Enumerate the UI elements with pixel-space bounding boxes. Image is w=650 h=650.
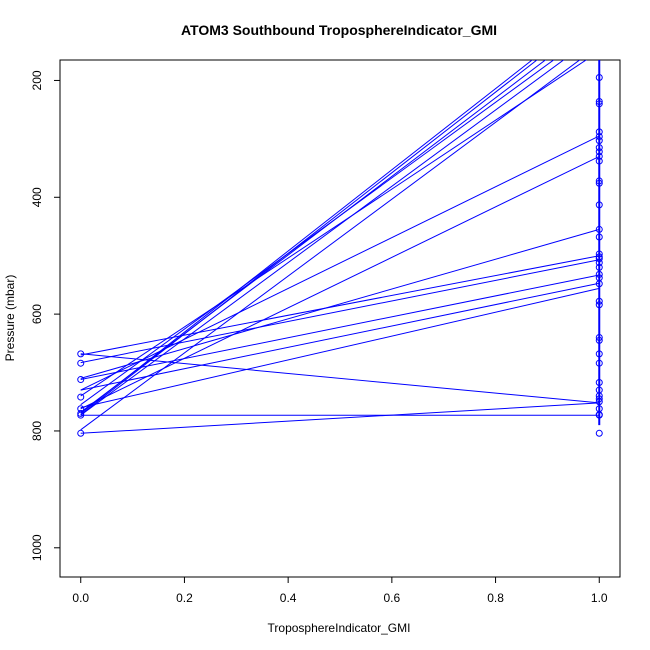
y-tick-label: 400 bbox=[30, 187, 44, 207]
data-point bbox=[595, 270, 603, 278]
data-point bbox=[595, 255, 603, 263]
data-point bbox=[595, 398, 603, 406]
series-line bbox=[80, 60, 555, 406]
series-line bbox=[80, 155, 600, 410]
x-tick-label: 1.0 bbox=[591, 591, 608, 605]
x-axis: 0.0 0.2 0.4 0.6 0.8 1.0 bbox=[72, 576, 608, 605]
data-point bbox=[595, 336, 603, 344]
data-point bbox=[595, 263, 603, 271]
data-point bbox=[595, 100, 603, 108]
y-tick-label: 1000 bbox=[30, 534, 44, 561]
series-line bbox=[80, 135, 600, 391]
series-line bbox=[80, 259, 600, 364]
data-point bbox=[595, 152, 603, 160]
data-point bbox=[595, 128, 603, 136]
x-tick-label: 0.2 bbox=[176, 591, 193, 605]
data-point bbox=[77, 359, 85, 367]
y-axis: 200 400 600 800 1000 bbox=[30, 70, 61, 561]
data-point bbox=[595, 259, 603, 267]
y-tick-label: 200 bbox=[30, 70, 44, 90]
series-line bbox=[80, 228, 600, 379]
plot-frame bbox=[59, 59, 621, 578]
data-point bbox=[595, 350, 603, 358]
x-tick-label: 0.6 bbox=[384, 591, 401, 605]
x-tick-label: 0.4 bbox=[280, 591, 297, 605]
data-point bbox=[595, 429, 603, 437]
data-point bbox=[77, 429, 85, 437]
data-point bbox=[595, 233, 603, 241]
series-line bbox=[80, 60, 565, 416]
x-tick-label: 0.0 bbox=[72, 591, 89, 605]
y-tick-label: 800 bbox=[30, 421, 44, 441]
data-point bbox=[595, 333, 603, 341]
data-point bbox=[595, 177, 603, 185]
data-point bbox=[595, 280, 603, 288]
data-point bbox=[77, 393, 85, 401]
data-point bbox=[595, 395, 603, 403]
series-line bbox=[80, 287, 600, 409]
data-point bbox=[595, 225, 603, 233]
data-point bbox=[595, 250, 603, 258]
data-point bbox=[595, 97, 603, 105]
plot-area bbox=[77, 60, 603, 437]
data-point bbox=[595, 133, 603, 141]
chart-title: ATOM3 Southbound TroposphereIndicator_GM… bbox=[181, 22, 497, 38]
series-line bbox=[80, 282, 600, 391]
data-point bbox=[77, 350, 85, 358]
data-point bbox=[595, 74, 603, 82]
series-line bbox=[80, 60, 581, 431]
y-tick-label: 600 bbox=[30, 304, 44, 324]
y-axis-label: Pressure (mbar) bbox=[3, 275, 17, 362]
data-point bbox=[595, 144, 603, 152]
x-axis-label: TroposphereIndicator_GMI bbox=[268, 621, 411, 635]
series-line bbox=[80, 353, 600, 404]
data-point bbox=[595, 201, 603, 209]
series-line bbox=[80, 60, 538, 415]
data-point bbox=[595, 359, 603, 367]
data-point bbox=[595, 378, 603, 386]
data-point bbox=[595, 411, 603, 419]
data-point bbox=[595, 137, 603, 145]
series-line bbox=[80, 274, 600, 380]
series-line bbox=[80, 402, 600, 434]
data-point bbox=[595, 148, 603, 156]
x-tick-label: 0.8 bbox=[487, 591, 504, 605]
series-line bbox=[80, 255, 600, 356]
data-point bbox=[595, 179, 603, 187]
data-point bbox=[595, 301, 603, 309]
data-point bbox=[595, 297, 603, 305]
data-point bbox=[77, 376, 85, 384]
data-point bbox=[595, 157, 603, 165]
data-point bbox=[77, 411, 85, 419]
